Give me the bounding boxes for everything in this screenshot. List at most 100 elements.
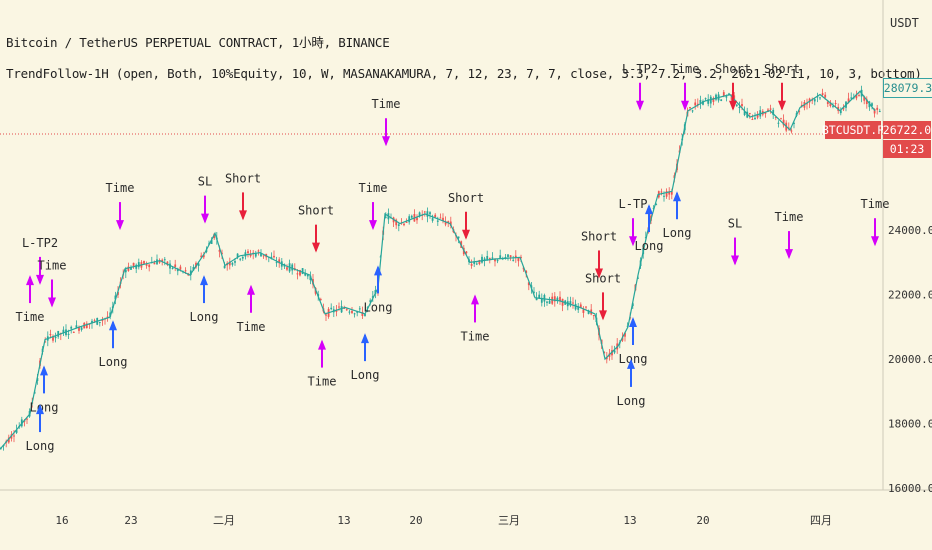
marker-arrow-head (627, 358, 635, 369)
marker-arrow-head (109, 320, 117, 331)
trade-marker: Long (351, 333, 379, 382)
candle-body (67, 333, 70, 335)
candle-body (772, 109, 775, 115)
candles-group (0, 85, 881, 451)
marker-label: L-TP2 (622, 62, 658, 76)
candle-body (114, 295, 117, 300)
candle-body (499, 255, 502, 259)
candle-body (449, 221, 452, 226)
marker-label: Long (26, 439, 55, 453)
candle-body (434, 214, 437, 218)
candle-body (494, 258, 496, 262)
candle-body (148, 264, 151, 268)
candle-body (743, 111, 746, 115)
candle-body (62, 329, 65, 334)
candle-body (769, 108, 772, 110)
marker-arrow-head (369, 220, 377, 231)
candle-body (691, 110, 694, 112)
trade-marker: Time (106, 181, 135, 231)
marker-arrow-head (312, 242, 320, 253)
candle-body (429, 212, 431, 215)
candle-body (826, 101, 829, 104)
candle-body (223, 265, 226, 269)
trade-marker: Time (359, 181, 387, 231)
candle-body (572, 302, 574, 304)
candle-body (54, 336, 57, 339)
marker-label: Time (775, 210, 804, 224)
candle-body (257, 250, 260, 252)
trade-marker: Time (372, 97, 401, 147)
marker-label: Time (372, 97, 401, 111)
marker-arrow-head (645, 204, 653, 215)
candle-body (748, 112, 751, 114)
candle-body (767, 109, 769, 112)
marker-arrow-head (200, 275, 208, 286)
candle-body (764, 112, 767, 114)
candle-body (582, 309, 585, 313)
candle-body (306, 274, 309, 277)
candle-body (850, 97, 853, 99)
candle-body (488, 257, 491, 259)
trade-marker: Time (861, 197, 889, 247)
trade-marker: Long (99, 320, 127, 369)
candle-body (15, 430, 18, 433)
candle-body (535, 297, 538, 301)
marker-arrow-head (26, 275, 34, 286)
candle-body (210, 239, 213, 244)
candle-body (754, 117, 756, 120)
marker-label: Time (461, 329, 490, 343)
trade-marker: Short (715, 62, 751, 111)
candle-body (832, 105, 834, 107)
candle-body (507, 254, 509, 257)
candle-body (91, 320, 93, 324)
marker-label: SL (728, 217, 742, 231)
candle-body (49, 334, 52, 336)
marker-label: Time (308, 375, 337, 389)
trade-marker: Time (308, 339, 337, 389)
candle-body (231, 262, 234, 265)
candle-body (200, 255, 203, 258)
candle-body (397, 224, 400, 226)
candle-body (439, 217, 442, 219)
candle-body (847, 98, 850, 103)
candle-body (431, 218, 434, 221)
candle-body (533, 291, 535, 293)
candle-body (179, 266, 182, 270)
marker-label: Time (106, 181, 135, 195)
marker-arrow-head (673, 191, 681, 202)
candle-body (405, 221, 408, 223)
candle-body (325, 314, 327, 316)
candle-body (143, 261, 145, 264)
candle-body (319, 299, 322, 301)
trade-marker: L-TP2 (622, 62, 658, 111)
candle-body (44, 341, 47, 343)
candle-body (192, 266, 195, 271)
candle-body (782, 119, 785, 126)
marker-arrow-head (36, 404, 44, 415)
symbol-title: Bitcoin / TetherUS PERPETUAL CONTRACT, 1… (6, 35, 390, 50)
candle-body (228, 261, 231, 266)
candle-body (299, 269, 301, 276)
candle-body (278, 259, 281, 264)
candle-body (876, 107, 879, 110)
trade-marker: L-TP (619, 197, 647, 247)
candle-body (75, 325, 78, 328)
candle-body (410, 215, 413, 218)
trade-marker: Time (775, 210, 804, 260)
marker-arrow-head (239, 210, 247, 221)
candle-body (546, 301, 548, 303)
candle-body (863, 96, 866, 101)
candle-body (865, 99, 868, 104)
candle-body (166, 261, 169, 265)
candle-body (655, 204, 658, 206)
candle-body (514, 255, 517, 258)
candle-body (423, 211, 426, 213)
candle-body (722, 92, 725, 96)
x-tick-label: 23 (124, 514, 137, 527)
candle-body (603, 351, 606, 354)
marker-label: Long (364, 300, 393, 314)
candle-body (473, 261, 476, 264)
candle-body (447, 221, 450, 223)
marker-arrow-head (116, 220, 124, 231)
